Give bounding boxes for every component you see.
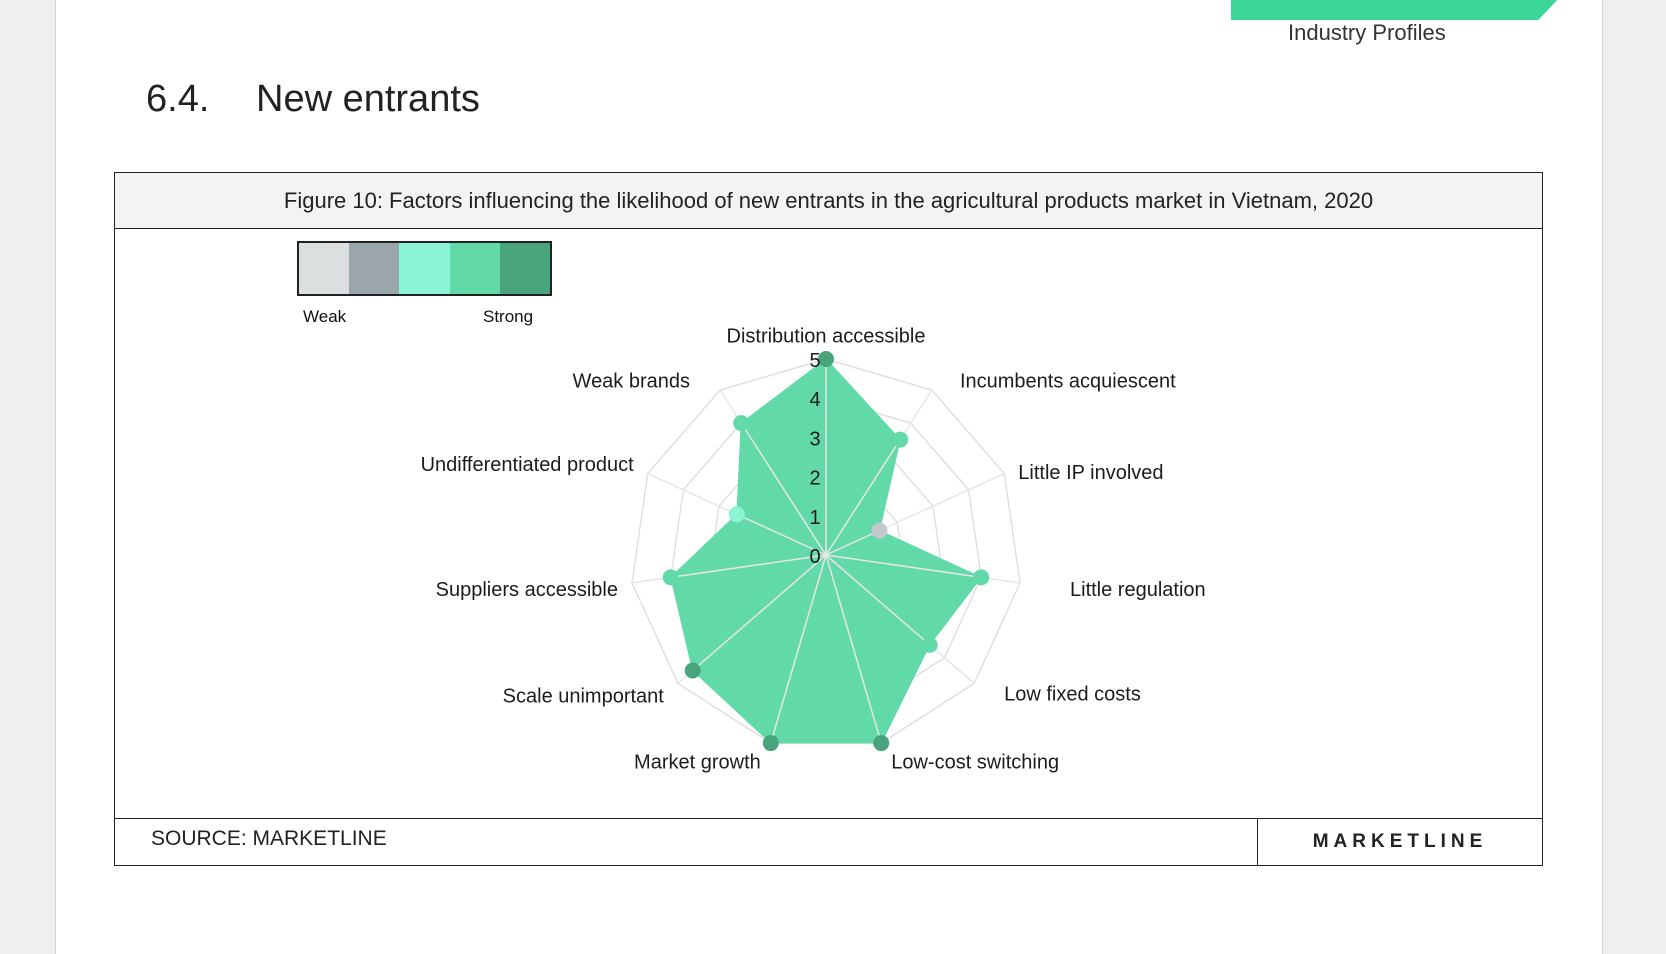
legend-swatch-1 xyxy=(299,243,350,294)
radar-category-label: Distribution accessible xyxy=(727,325,926,347)
radar-tick-label: 2 xyxy=(809,468,820,490)
section-title: New entrants xyxy=(256,78,480,120)
radar-tick-label: 0 xyxy=(809,546,820,568)
legend-swatch-2 xyxy=(349,243,400,294)
radar-data-point xyxy=(733,415,750,432)
radar-category-label: Incumbents acquiescent xyxy=(960,370,1176,392)
radar-data-point xyxy=(684,662,701,679)
radar-tick-label: 3 xyxy=(809,428,820,450)
radar-tick-label: 4 xyxy=(809,389,820,411)
radar-spoke xyxy=(770,554,827,744)
radar-category-label: Undifferentiated product xyxy=(421,454,635,476)
radar-category-label: Market growth xyxy=(634,751,761,773)
radar-data-point xyxy=(818,351,834,367)
radar-category-label: Weak brands xyxy=(573,370,690,392)
brand-label: MARKETLINE xyxy=(1257,819,1542,865)
legend-strong-label: Strong xyxy=(483,307,534,326)
radar-chart: 0 1 2 3 4 5 Distribution accessible Incumbents … xyxy=(421,325,1206,773)
radar-tick-label: 5 xyxy=(809,350,820,372)
figure-footer: SOURCE: MARKETLINE MARKETLINE xyxy=(115,818,1542,865)
radar-data-point xyxy=(873,735,890,752)
radar-spoke xyxy=(825,389,933,556)
radar-data-point xyxy=(871,522,888,539)
legend-swatch-5 xyxy=(499,243,551,294)
legend-swatch-4 xyxy=(449,243,500,294)
radar-category-label: Suppliers accessible xyxy=(436,579,618,601)
source-note: SOURCE: MARKETLINE xyxy=(151,827,387,850)
legend-swatch-3 xyxy=(399,243,450,294)
radar-tick-label: 1 xyxy=(809,507,820,529)
marketline-logo xyxy=(1231,0,1565,20)
radar-spoke xyxy=(677,554,827,684)
figure-box: Figure 10: Factors influencing the likel… xyxy=(114,172,1543,866)
radar-data-point xyxy=(662,569,679,586)
radar-spoke xyxy=(825,554,882,744)
radar-category-label: Little regulation xyxy=(1070,579,1206,601)
radar-data-point xyxy=(973,569,990,586)
figure-body: Weak Strong 0 1 2 3 4 5 Distribution accessibl… xyxy=(115,229,1542,821)
radar-category-label: Little IP involved xyxy=(1018,462,1163,484)
radar-data-point xyxy=(921,636,938,653)
radar-spoke xyxy=(825,554,975,684)
radar-spoke xyxy=(825,472,1005,556)
radar-category-label: Low fixed costs xyxy=(1004,684,1141,706)
figure-caption: Figure 10: Factors influencing the likel… xyxy=(115,173,1542,229)
radar-data-point xyxy=(762,735,779,752)
strength-legend xyxy=(297,241,552,296)
radar-category-label: Scale unimportant xyxy=(503,686,665,708)
radar-data-point xyxy=(892,431,909,448)
header-subtitle: Industry Profiles xyxy=(1288,20,1446,45)
radar-category-label: Low-cost switching xyxy=(891,751,1059,773)
legend-weak-label: Weak xyxy=(303,307,347,326)
radar-data-point xyxy=(728,506,745,523)
section-number: 6.4. xyxy=(146,78,210,120)
